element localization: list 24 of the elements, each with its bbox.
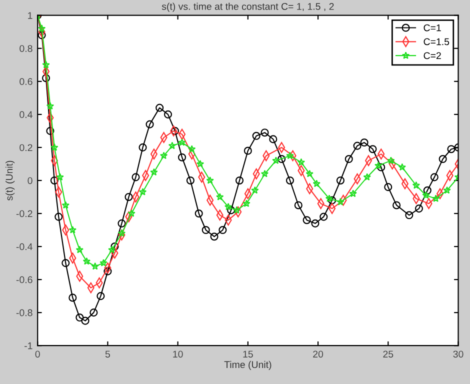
x-tick-label: 20	[313, 350, 324, 358]
y-tick-label: -0.4	[16, 243, 32, 250]
y-tick-label: -0.2	[16, 210, 32, 218]
x-tick-label: 10	[173, 350, 183, 358]
y-tick-label: -1	[24, 342, 32, 350]
y-tick-label: 1	[28, 12, 32, 19]
x-tick-label: 30	[453, 350, 464, 358]
legend-label: C=1.5	[424, 38, 450, 46]
x-tick-label: 0	[35, 350, 40, 358]
x-tick-label: 25	[383, 350, 394, 358]
legend-label: C=2	[424, 52, 441, 60]
y-tick-label: 0.8	[20, 45, 32, 52]
legend-label: C=1	[424, 24, 441, 32]
y-tick-label: -0.8	[16, 309, 32, 316]
y-tick-label: 0.2	[20, 144, 32, 152]
y-tick-label: 0.6	[20, 78, 32, 86]
x-tick-label: 15	[243, 350, 253, 358]
y-tick-label: 0.4	[20, 111, 32, 118]
y-tick-label: -0.6	[16, 276, 32, 284]
x-tick-label: 5	[105, 350, 110, 358]
chart-title: s(t) vs. time at the constant C= 1, 1.5 , 2	[162, 2, 334, 12]
x-axis-title: Time (Unit)	[224, 360, 272, 370]
y-axis-title: s(t) (Unit)	[6, 160, 15, 200]
y-tick-label: 0	[28, 177, 32, 184]
